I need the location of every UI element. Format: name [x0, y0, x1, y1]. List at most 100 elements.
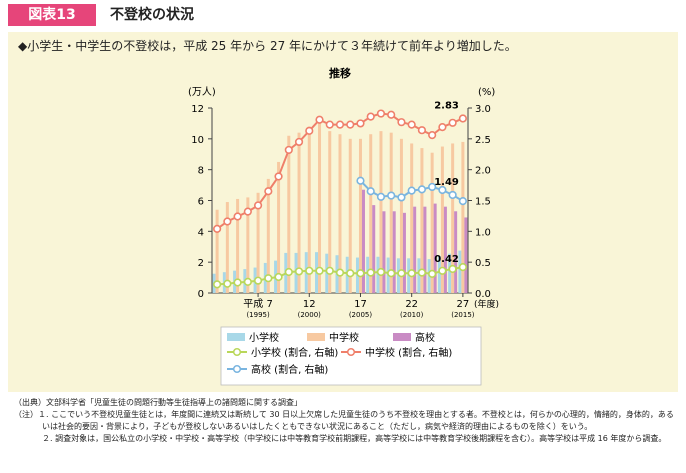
point-middle-ratio [448, 118, 457, 127]
point-middle-ratio [213, 224, 222, 233]
bar-high [423, 206, 427, 293]
bar-middle [440, 146, 444, 293]
right-tick-label: 2.0 [475, 166, 491, 177]
x-tick-sublabel: (1995) [246, 311, 270, 319]
point-middle-ratio [458, 114, 467, 123]
point-high-ratio [356, 176, 365, 185]
x-tick-label: 22 [405, 299, 418, 310]
point-middle-ratio [417, 126, 427, 135]
legend-marker [232, 347, 242, 357]
x-tick-sublabel: (2000) [298, 311, 322, 319]
bar-middle [307, 126, 311, 293]
bar-middle [369, 134, 373, 293]
point-elementary-ratio [315, 266, 324, 275]
point-elementary-ratio [305, 266, 314, 275]
legend-label: 小学校 [249, 331, 279, 344]
point-high-ratio [387, 191, 396, 200]
point-middle-ratio [356, 119, 365, 128]
point-elementary-ratio [233, 278, 242, 287]
bar-elementary [458, 250, 462, 293]
x-tick-sublabel: (2010) [400, 311, 424, 319]
legend-label: 中学校 [329, 331, 359, 344]
point-elementary-ratio [356, 269, 365, 278]
point-middle-ratio [315, 115, 324, 124]
point-high-ratio [407, 186, 416, 195]
point-elementary-ratio [376, 267, 386, 277]
bar-middle [379, 131, 383, 293]
point-elementary-ratio [243, 277, 252, 286]
annotation-label: 2.83 [434, 100, 459, 111]
point-middle-ratio [438, 123, 447, 132]
bar-high [361, 189, 365, 293]
point-elementary-ratio [428, 269, 437, 278]
chart-panel: ◆小学生・中学生の不登校は，平成 25 年から 27 年にかけて３年続けて前年よ… [8, 32, 678, 392]
left-tick-label: 2 [198, 258, 204, 269]
point-middle-ratio [346, 120, 355, 129]
right-tick-label: 1.0 [475, 227, 491, 238]
point-middle-ratio [264, 187, 273, 196]
legend-swatch [227, 333, 245, 341]
point-elementary-ratio [284, 267, 293, 277]
bar-middle [256, 192, 260, 293]
legend-swatch [307, 333, 325, 341]
x-tick-label: 17 [354, 299, 367, 310]
point-elementary-ratio [346, 269, 355, 278]
legend-label: 高校 [415, 331, 435, 344]
point-elementary-ratio [213, 280, 222, 289]
left-tick-label: 10 [191, 135, 204, 146]
point-elementary-ratio [397, 269, 406, 278]
point-high-ratio [458, 197, 467, 206]
bar-middle [430, 152, 434, 293]
point-elementary-ratio [407, 269, 416, 278]
point-elementary-ratio [458, 263, 467, 272]
point-elementary-ratio [294, 267, 304, 276]
point-middle-ratio [294, 137, 304, 147]
bar-elementary [448, 253, 452, 293]
point-middle-ratio [223, 217, 232, 226]
bar-middle [461, 141, 465, 293]
right-tick-label: 0.0 [475, 289, 491, 300]
x-tick-sublabel: (2005) [349, 311, 373, 319]
point-middle-ratio [305, 126, 314, 135]
bar-middle [297, 132, 301, 293]
left-tick-label: 0 [198, 289, 204, 300]
bar-elementary [417, 258, 421, 293]
bar-high [413, 206, 417, 293]
x-tick-label: 12 [303, 299, 316, 310]
source-note: （出典）文部科学省「児童生徒の問題行動等生徒指導上の諸問題に関する調査」 [14, 398, 302, 407]
note-1: （注）１. ここでいう不登校児童生徒とは，年度間に連続又は断続して 30 日以上… [14, 410, 674, 431]
point-middle-ratio [335, 120, 345, 129]
point-high-ratio [417, 185, 427, 194]
point-elementary-ratio [253, 276, 263, 285]
point-middle-ratio [366, 112, 375, 121]
point-middle-ratio [243, 207, 252, 216]
right-tick-label: 2.5 [475, 135, 491, 146]
bar-middle [215, 209, 219, 293]
bar-middle [410, 143, 414, 293]
chart-svg: 推移 (万人) (%) 0 2 4 6 8 10 12 0.0 0.5 1.0 1.5 2.0 2.5 3.0 2… [188, 66, 499, 386]
bar-high [464, 217, 468, 293]
x-tick-label: 27 [457, 299, 470, 310]
point-elementary-ratio [274, 272, 283, 282]
point-elementary-ratio [325, 266, 334, 275]
bar-middle [420, 148, 424, 293]
point-middle-ratio [387, 110, 396, 119]
legend-marker [232, 364, 242, 374]
point-elementary-ratio [366, 268, 375, 277]
bar-elementary [437, 256, 441, 293]
annotation-label: 0.42 [434, 254, 459, 265]
legend-marker [346, 347, 356, 357]
legend-label: 高校 (割合, 右軸) [251, 363, 328, 376]
figure-header: 図表13 不登校の状況 [0, 0, 686, 28]
right-axis-unit: (%) [478, 87, 495, 98]
figure-badge: 図表13 [8, 4, 96, 26]
point-high-ratio [397, 193, 406, 202]
legend-label: 中学校 (割合, 右軸) [365, 346, 452, 359]
point-middle-ratio [407, 120, 416, 129]
bar-high [402, 212, 406, 293]
bar-high [443, 206, 447, 293]
left-tick-label: 8 [198, 166, 204, 177]
x-tick-label: 平成 7 [243, 298, 273, 310]
bar-high [372, 205, 376, 293]
point-high-ratio [448, 190, 457, 200]
